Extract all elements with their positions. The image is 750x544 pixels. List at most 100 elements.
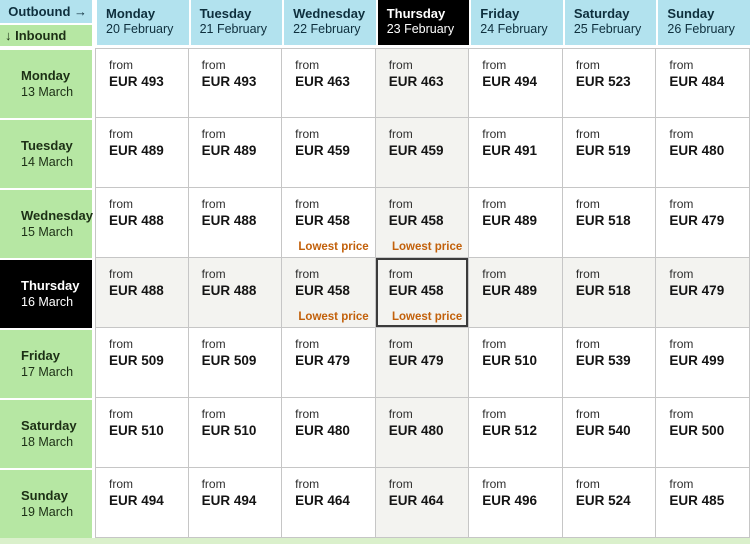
fare-price: EUR 480 (669, 143, 725, 158)
fare-from-label: from (201, 337, 226, 351)
fare-price: EUR 464 (388, 493, 444, 508)
fare-cell[interactable]: from EUR 458 Lowest price (375, 188, 470, 258)
fare-cell[interactable]: from EUR 464 (282, 468, 376, 538)
fare-from-label: from (482, 267, 507, 281)
header-date: 21 February (199, 22, 267, 37)
fare-cell[interactable]: from EUR 479 (282, 328, 376, 398)
fare-cell[interactable]: from EUR 510 (469, 328, 563, 398)
fare-from-label: from (482, 337, 507, 351)
outbound-header-thursday: Thursday 23 February (375, 0, 470, 48)
inbound-legend: ↓ Inbound (0, 22, 92, 46)
fare-price: EUR 489 (482, 283, 538, 298)
fare-from-label: from (295, 407, 320, 421)
header-day: Tuesday (21, 138, 73, 154)
fare-cell[interactable]: from EUR 512 (469, 398, 563, 468)
header-date: 20 February (106, 22, 174, 37)
fare-cell[interactable]: from EUR 458 Lowest price (282, 258, 376, 328)
fare-cell[interactable]: from EUR 496 (469, 468, 563, 538)
fare-cell[interactable]: from EUR 518 (562, 188, 657, 258)
fare-cell[interactable]: from EUR 485 (656, 468, 750, 538)
fare-cell[interactable]: from EUR 479 (656, 188, 750, 258)
fare-cell[interactable]: from EUR 489 (469, 258, 563, 328)
fare-from-label: from (388, 407, 413, 421)
fare-price: EUR 480 (295, 423, 350, 438)
fare-cell[interactable]: from EUR 489 (469, 188, 563, 258)
fare-from-label: from (482, 197, 507, 211)
fare-cell[interactable]: from EUR 524 (562, 468, 657, 538)
fare-cell[interactable]: from EUR 480 (282, 398, 376, 468)
header-date: 17 March (21, 364, 74, 379)
fare-from-label: from (109, 127, 133, 141)
fare-from-label: from (388, 337, 413, 351)
fare-price: EUR 493 (201, 74, 257, 89)
fare-price: EUR 459 (295, 143, 350, 158)
fare-cell-selected[interactable]: from EUR 458 Lowest price (375, 258, 470, 328)
fare-cell[interactable]: from EUR 509 (188, 328, 283, 398)
fare-cell[interactable]: from EUR 509 (95, 328, 189, 398)
fare-from-label: from (575, 58, 600, 72)
fare-cell[interactable]: from EUR 484 (656, 48, 750, 118)
fare-cell[interactable]: from EUR 479 (375, 328, 470, 398)
outbound-header-wednesday: Wednesday 22 February (282, 0, 376, 48)
fare-price: EUR 488 (109, 283, 164, 298)
fare-cell[interactable]: from EUR 489 (95, 118, 189, 188)
header-date: 13 March (21, 84, 74, 99)
lowest-price-badge: Lowest price (298, 241, 369, 253)
inbound-header-tuesday: Tuesday 14 March (0, 118, 95, 188)
fare-cell[interactable]: from EUR 500 (656, 398, 750, 468)
fare-from-label: from (669, 127, 694, 141)
fare-cell[interactable]: from EUR 463 (375, 48, 470, 118)
fare-cell[interactable]: from EUR 488 (188, 258, 283, 328)
fare-cell[interactable]: from EUR 459 (282, 118, 376, 188)
fare-cell[interactable]: from EUR 488 (95, 258, 189, 328)
fare-from-label: from (295, 197, 320, 211)
fare-from-label: from (295, 477, 320, 491)
header-day: Friday (21, 348, 61, 364)
header-date: 16 March (21, 294, 74, 309)
fare-cell[interactable]: from EUR 510 (95, 398, 189, 468)
fare-from-label: from (109, 197, 133, 211)
fare-cell[interactable]: from EUR 518 (562, 258, 657, 328)
fare-from-label: from (201, 477, 226, 491)
fare-cell[interactable]: from EUR 539 (562, 328, 657, 398)
lowest-price-badge: Lowest price (391, 241, 463, 253)
header-day: Wednesday (293, 6, 366, 21)
fare-cell[interactable]: from EUR 494 (95, 468, 189, 538)
fare-cell[interactable]: from EUR 489 (188, 118, 283, 188)
fare-cell[interactable]: from EUR 463 (282, 48, 376, 118)
fare-price: EUR 489 (109, 143, 164, 158)
fare-cell[interactable]: from EUR 540 (562, 398, 657, 468)
fare-cell[interactable]: from EUR 459 (375, 118, 470, 188)
fare-price: EUR 489 (201, 143, 257, 158)
fare-price: EUR 510 (482, 353, 538, 368)
fare-cell[interactable]: from EUR 493 (95, 48, 189, 118)
fare-from-label: from (669, 197, 694, 211)
fare-cell[interactable]: from EUR 491 (469, 118, 563, 188)
fare-cell[interactable]: from EUR 499 (656, 328, 750, 398)
fare-from-label: from (388, 127, 413, 141)
fare-price: EUR 480 (388, 423, 444, 438)
fare-price: EUR 463 (388, 74, 444, 89)
fare-cell[interactable]: from EUR 523 (562, 48, 657, 118)
outbound-header-sunday: Sunday 26 February (656, 0, 750, 48)
fare-cell[interactable]: from EUR 519 (562, 118, 657, 188)
fare-from-label: from (201, 407, 226, 421)
fare-cell[interactable]: from EUR 458 Lowest price (282, 188, 376, 258)
fare-cell[interactable]: from EUR 494 (469, 48, 563, 118)
fare-cell[interactable]: from EUR 464 (375, 468, 470, 538)
header-date: 15 March (21, 224, 74, 239)
header-day: Sunday (667, 6, 715, 21)
fare-cell[interactable]: from EUR 479 (656, 258, 750, 328)
fare-cell[interactable]: from EUR 480 (375, 398, 470, 468)
fare-cell[interactable]: from EUR 494 (188, 468, 283, 538)
header-day: Monday (21, 68, 71, 84)
fare-cell[interactable]: from EUR 510 (188, 398, 283, 468)
fare-cell[interactable]: from EUR 480 (656, 118, 750, 188)
fare-price: EUR 464 (295, 493, 350, 508)
fare-price: EUR 519 (575, 143, 631, 158)
fare-cell[interactable]: from EUR 488 (95, 188, 189, 258)
fare-price: EUR 510 (201, 423, 257, 438)
fare-cell[interactable]: from EUR 493 (188, 48, 283, 118)
fare-cell[interactable]: from EUR 488 (188, 188, 283, 258)
